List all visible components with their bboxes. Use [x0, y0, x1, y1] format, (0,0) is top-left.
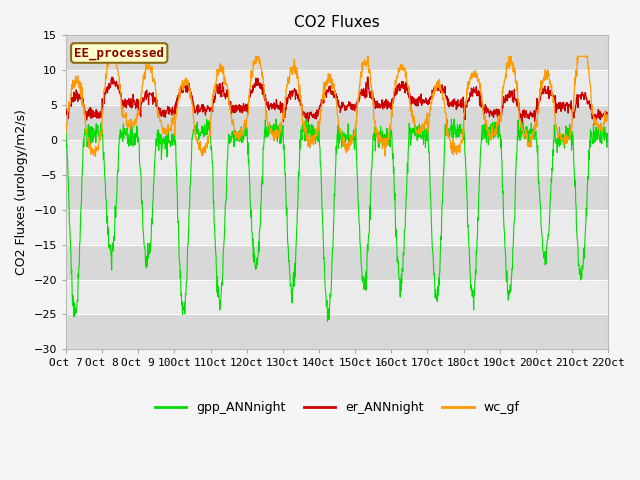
er_ANNnight — [183, 85, 191, 91]
gpp_ANNnight — [170, 132, 177, 138]
gpp_ANNnight — [422, 136, 429, 142]
wc_gf — [92, 154, 99, 159]
wc_gf — [244, 112, 252, 118]
wc_gf — [422, 121, 429, 127]
gpp_ANNnight — [62, 130, 70, 136]
wc_gf — [493, 125, 500, 131]
gpp_ANNnight — [183, 280, 191, 286]
gpp_ANNnight — [203, 116, 211, 122]
Bar — [66, 36, 608, 70]
er_ANNnight — [108, 74, 116, 80]
Text: EE_processed: EE_processed — [74, 47, 164, 60]
wc_gf — [62, 129, 70, 134]
er_ANNnight — [170, 112, 178, 118]
er_ANNnight — [492, 107, 500, 113]
gpp_ANNnight — [493, 131, 500, 137]
Y-axis label: CO2 Fluxes (urology/m2/s): CO2 Fluxes (urology/m2/s) — [15, 109, 28, 275]
wc_gf — [604, 111, 612, 117]
er_ANNnight — [422, 99, 429, 105]
er_ANNnight — [244, 109, 252, 115]
er_ANNnight — [518, 120, 526, 125]
Title: CO2 Fluxes: CO2 Fluxes — [294, 15, 380, 30]
gpp_ANNnight — [604, 130, 612, 136]
er_ANNnight — [62, 106, 70, 112]
wc_gf — [106, 53, 114, 59]
Line: er_ANNnight: er_ANNnight — [66, 77, 608, 122]
Bar — [66, 105, 608, 140]
Bar — [66, 245, 608, 279]
Line: wc_gf: wc_gf — [66, 56, 608, 156]
gpp_ANNnight — [324, 318, 332, 324]
gpp_ANNnight — [541, 253, 548, 259]
Legend: gpp_ANNnight, er_ANNnight, wc_gf: gpp_ANNnight, er_ANNnight, wc_gf — [150, 396, 525, 420]
wc_gf — [541, 74, 548, 80]
wc_gf — [170, 113, 178, 119]
Bar — [66, 314, 608, 349]
wc_gf — [184, 82, 191, 87]
Line: gpp_ANNnight: gpp_ANNnight — [66, 119, 608, 321]
Bar — [66, 175, 608, 210]
er_ANNnight — [541, 84, 548, 90]
er_ANNnight — [604, 109, 612, 115]
gpp_ANNnight — [244, 151, 252, 157]
